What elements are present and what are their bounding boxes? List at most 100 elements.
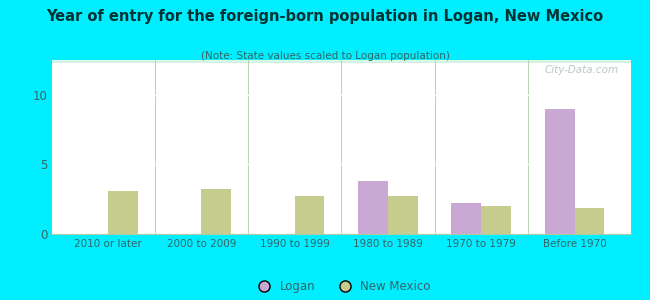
- Bar: [52, 61, 630, 63]
- Bar: [52, 61, 630, 62]
- Bar: [52, 60, 630, 62]
- Bar: [52, 61, 630, 62]
- Bar: [52, 61, 630, 63]
- Bar: [481, 206, 511, 234]
- Bar: [52, 61, 630, 62]
- Bar: [52, 60, 630, 62]
- Bar: [52, 61, 630, 63]
- Bar: [52, 61, 630, 63]
- Bar: [52, 61, 630, 63]
- Bar: [52, 62, 630, 64]
- Bar: [52, 61, 630, 62]
- Bar: [52, 61, 630, 62]
- Bar: [52, 61, 630, 63]
- Bar: [52, 61, 630, 63]
- Bar: [52, 60, 630, 62]
- Bar: [52, 60, 630, 62]
- Legend: Logan, New Mexico: Logan, New Mexico: [248, 275, 435, 298]
- Bar: [52, 62, 630, 63]
- Bar: [52, 61, 630, 62]
- Bar: [52, 60, 630, 62]
- Bar: [52, 60, 630, 62]
- Bar: [52, 61, 630, 63]
- Bar: [52, 61, 630, 63]
- Bar: [52, 60, 630, 62]
- Bar: [52, 61, 630, 63]
- Bar: [52, 61, 630, 63]
- Bar: [52, 60, 630, 62]
- Bar: [52, 60, 630, 62]
- Bar: [52, 61, 630, 63]
- Bar: [52, 60, 630, 62]
- Bar: [52, 61, 630, 63]
- Bar: [52, 61, 630, 62]
- Bar: [52, 61, 630, 63]
- Bar: [52, 62, 630, 63]
- Text: City-Data.com: City-Data.com: [545, 65, 619, 75]
- Bar: [52, 61, 630, 62]
- Bar: [52, 61, 630, 62]
- Bar: [52, 60, 630, 62]
- Bar: [52, 60, 630, 62]
- Bar: [52, 61, 630, 63]
- Bar: [52, 60, 630, 62]
- Bar: [52, 61, 630, 63]
- Bar: [52, 61, 630, 63]
- Bar: [52, 61, 630, 62]
- Bar: [52, 60, 630, 62]
- Text: Year of entry for the foreign-born population in Logan, New Mexico: Year of entry for the foreign-born popul…: [46, 9, 604, 24]
- Bar: [52, 61, 630, 62]
- Bar: [52, 61, 630, 63]
- Bar: [52, 61, 630, 62]
- Bar: [52, 61, 630, 63]
- Bar: [52, 61, 630, 63]
- Bar: [52, 61, 630, 63]
- Bar: [52, 61, 630, 62]
- Bar: [451, 203, 481, 234]
- Bar: [52, 61, 630, 62]
- Bar: [52, 61, 630, 63]
- Text: (Note: State values scaled to Logan population): (Note: State values scaled to Logan popu…: [201, 51, 449, 61]
- Bar: [388, 196, 418, 234]
- Bar: [52, 60, 630, 62]
- Bar: [52, 61, 630, 63]
- Bar: [545, 109, 575, 234]
- Bar: [52, 61, 630, 63]
- Bar: [294, 196, 324, 234]
- Bar: [52, 61, 630, 62]
- Bar: [52, 61, 630, 63]
- Bar: [52, 61, 630, 62]
- Bar: [52, 61, 630, 62]
- Bar: [52, 60, 630, 62]
- Bar: [52, 61, 630, 62]
- Bar: [52, 61, 630, 63]
- Bar: [52, 61, 630, 63]
- Bar: [52, 61, 630, 63]
- Bar: [52, 61, 630, 63]
- Bar: [52, 61, 630, 63]
- Bar: [52, 61, 630, 63]
- Bar: [52, 61, 630, 62]
- Bar: [52, 61, 630, 63]
- Bar: [52, 61, 630, 63]
- Bar: [52, 61, 630, 63]
- Bar: [52, 60, 630, 62]
- Bar: [52, 60, 630, 62]
- Bar: [52, 60, 630, 62]
- Bar: [52, 61, 630, 63]
- Bar: [52, 60, 630, 62]
- Bar: [52, 60, 630, 62]
- Bar: [52, 61, 630, 63]
- Bar: [52, 61, 630, 62]
- Bar: [52, 61, 630, 63]
- Bar: [358, 181, 388, 234]
- Bar: [52, 61, 630, 63]
- Bar: [52, 60, 630, 62]
- Bar: [52, 61, 630, 63]
- Bar: [52, 61, 630, 63]
- Bar: [52, 61, 630, 63]
- Bar: [52, 60, 630, 62]
- Bar: [52, 61, 630, 63]
- Bar: [52, 61, 630, 63]
- Bar: [52, 60, 630, 62]
